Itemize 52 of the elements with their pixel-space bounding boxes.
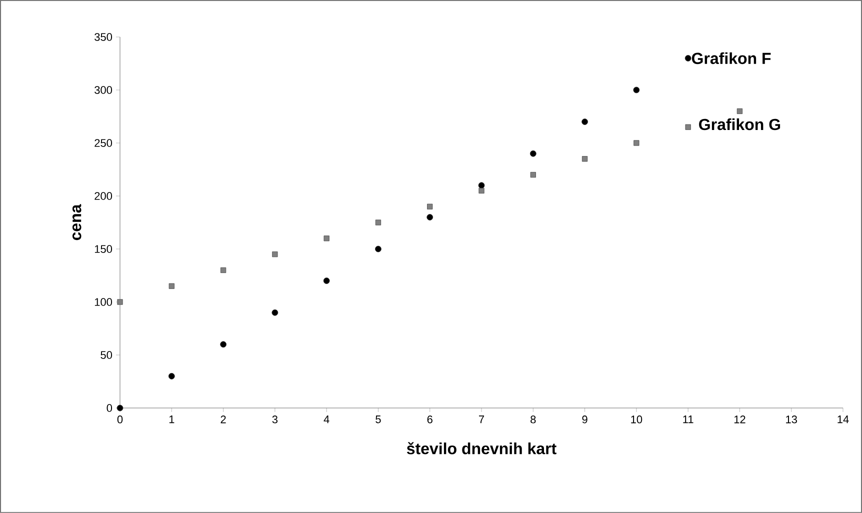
point	[116, 404, 124, 412]
x-tick-label: 12	[734, 416, 746, 424]
point	[684, 54, 692, 62]
x-tick-label: 2	[220, 416, 226, 424]
y-tick-label: 50	[100, 351, 112, 359]
y-tick-label: 150	[94, 245, 112, 253]
point	[220, 341, 226, 348]
x-axis-title: število dnevnih kart	[406, 442, 556, 454]
point	[168, 372, 175, 380]
point	[582, 118, 588, 125]
x-tick-label: 11	[683, 416, 694, 424]
series-label: Grafikon G	[699, 118, 780, 130]
y-tick-label: 350	[94, 33, 112, 41]
x-tick-label: 13	[786, 416, 797, 424]
point	[272, 251, 278, 258]
point	[272, 309, 278, 316]
point	[426, 214, 434, 220]
x-tick-label: 0	[117, 416, 123, 424]
x-tick-label: 4	[324, 416, 330, 424]
point	[530, 172, 536, 178]
point	[582, 156, 588, 162]
series-label: Grafikon F	[692, 52, 771, 64]
point	[478, 182, 485, 189]
point	[375, 246, 382, 252]
y-tick-label: 100	[94, 298, 112, 306]
y-tick-label: 200	[94, 192, 112, 200]
y-tick-label: 0	[106, 404, 112, 412]
y-axis-title: cena	[72, 204, 82, 240]
point	[168, 283, 174, 289]
x-tick-label: 7	[479, 416, 484, 424]
x-tick-label: 5	[376, 416, 381, 424]
y-tick-label: 300	[94, 86, 112, 94]
point	[324, 236, 330, 242]
point	[685, 124, 691, 130]
point	[117, 299, 123, 305]
point	[427, 204, 433, 210]
point	[736, 108, 743, 114]
point	[530, 150, 536, 157]
point	[634, 140, 640, 146]
point	[633, 86, 640, 94]
point	[478, 188, 484, 194]
y-tick-label: 250	[94, 139, 112, 147]
x-tick-label: 10	[631, 416, 642, 424]
x-tick-label: 8	[530, 416, 536, 424]
x-tick-label: 3	[272, 416, 278, 424]
point	[220, 267, 226, 273]
point	[323, 278, 330, 284]
x-tick-label: 9	[582, 416, 588, 424]
x-tick-label: 1	[169, 416, 174, 424]
x-tick-label: 14	[838, 416, 849, 424]
point	[375, 220, 382, 226]
x-tick-label: 6	[427, 416, 432, 424]
